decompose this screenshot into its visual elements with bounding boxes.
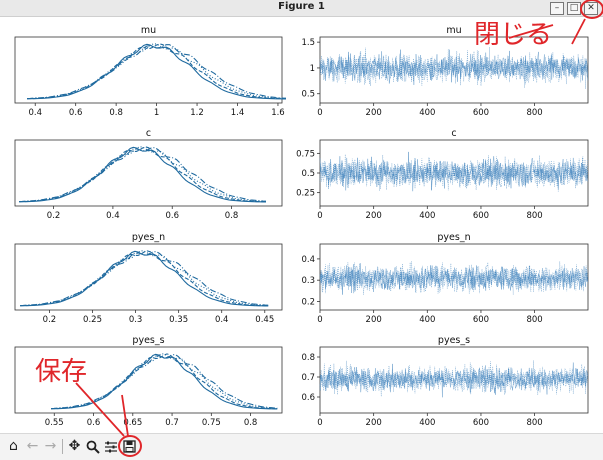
plot-3-density-xtick-label: 0.4 — [106, 211, 120, 221]
plot-3-density-xtick-label: 0.2 — [47, 211, 61, 221]
plot-3-density-chain-1 — [19, 146, 266, 203]
plot-6-trace-xtick-label: 600 — [473, 315, 489, 325]
plot-6-trace-ytick-label: 0.2 — [301, 297, 315, 307]
plot-1-density-axes-frame — [14, 36, 283, 104]
plot-2-trace-ytick-label: 0.5 — [301, 90, 315, 100]
plot-8-trace-chain-1 — [319, 362, 588, 398]
plot-4-trace-xtick-label: 200 — [366, 211, 382, 221]
plot-2-trace-xtick-label: 0 — [317, 108, 322, 118]
plot-6-trace-ytick-label: 0.4 — [301, 255, 315, 265]
plot-5-density-xtick-label: 0.3 — [129, 315, 143, 325]
plot-1-density-xtick-label: 0.8 — [109, 108, 123, 118]
plot-6-trace-xtick-label: 200 — [366, 315, 382, 325]
save-icon[interactable] — [121, 437, 138, 456]
plot-4-trace-xtick-label: 400 — [419, 211, 435, 221]
plot-3-density-chain-2 — [19, 146, 267, 203]
plot-5-density-xtick-label: 0.25 — [83, 315, 102, 325]
plot-5-density-chain-2 — [20, 250, 269, 307]
close-annotation: 閉じる — [474, 20, 553, 50]
plot-6-trace-xtick-label: 400 — [419, 315, 435, 325]
toolbar: ⌂ ← → ✥ — [0, 433, 603, 460]
plot-4-trace-ytick-label: 0.5 — [301, 169, 315, 179]
plot-7-density-title: pyes_s — [132, 335, 164, 346]
plot-2-trace-title: mu — [446, 25, 461, 36]
plot-7-density-xtick-label: 0.6 — [87, 418, 101, 428]
plot-3-density-xtick-label: 0.8 — [225, 211, 239, 221]
plot-7-density-xtick-label: 0.8 — [244, 418, 258, 428]
plot-1-density-chain-2 — [27, 43, 287, 100]
zoom-icon[interactable] — [84, 437, 101, 456]
plot-8-trace-ytick-label: 0.8 — [301, 353, 315, 363]
plot-7-density-xtick-label: 0.7 — [165, 418, 179, 428]
plot-5-density-chain-4 — [20, 251, 269, 307]
plot-1-density-xtick-label: 0.6 — [69, 108, 83, 118]
plot-8-trace-xtick-label: 600 — [473, 418, 489, 428]
plot-8-trace-ytick-label: 0.6 — [301, 393, 315, 403]
plot-2-trace-chain-1 — [319, 49, 588, 85]
plot-7-density-xtick-label: 0.65 — [123, 418, 142, 428]
plot-8-trace-ytick-label: 0.7 — [301, 373, 315, 383]
plot-1-density-xtick-label: 1.2 — [190, 108, 204, 118]
plot-8-trace-chain-4 — [319, 362, 588, 395]
plot-canvas: mu 0.4 0.6 0.8 1 1.2 1.4 1.6 mu 0 200 400 600 800 0.5 1… — [14, 25, 589, 428]
pan-icon[interactable]: ✥ — [68, 438, 81, 454]
back-arrow-icon[interactable]: ← — [26, 438, 39, 454]
subplots-config-icon[interactable] — [102, 437, 119, 456]
plot-1-density-chain-4 — [27, 44, 287, 100]
close-button[interactable]: ✕ — [584, 2, 598, 15]
plot-8-trace-xtick-label: 200 — [366, 418, 382, 428]
plot-7-density-xtick-label: 0.75 — [202, 418, 221, 428]
plot-5-density-xtick-label: 0.45 — [255, 315, 274, 325]
window-title: Figure 1 — [278, 1, 325, 12]
plot-7-density-xtick-label: 0.55 — [45, 418, 64, 428]
plot-8-trace-chain-2 — [319, 360, 588, 397]
title-bar[interactable]: Figure 1 – □ ✕ — [0, 0, 603, 17]
plot-3-density-title: c — [146, 128, 151, 139]
plot-8-trace-title: pyes_s — [438, 335, 470, 346]
plot-2-trace-ytick-label: 1.5 — [301, 38, 315, 48]
home-icon[interactable]: ⌂ — [9, 438, 18, 454]
plot-4-trace-chain-4 — [319, 155, 588, 190]
plot-1-density-xtick-label: 1.6 — [271, 108, 285, 118]
plot-6-trace-ytick-label: 0.3 — [301, 276, 315, 286]
plot-8-trace-chain-3 — [319, 360, 588, 396]
plot-2-trace-ytick-label: 1 — [310, 64, 315, 74]
plot-1-density-xtick-label: 1.4 — [231, 108, 245, 118]
plot-4-trace-title: c — [451, 128, 456, 139]
save-annotation: 保存 — [35, 357, 88, 387]
plot-4-trace-xtick-label: 0 — [317, 211, 322, 221]
plot-6-trace-xtick-label: 0 — [317, 315, 322, 325]
plot-5-density-title: pyes_n — [132, 232, 165, 243]
plot-1-density-title: mu — [141, 25, 156, 36]
plot-2-trace-xtick-label: 400 — [419, 108, 435, 118]
plot-3-density-xtick-label: 0.6 — [165, 211, 179, 221]
plot-2-trace-xtick-label: 800 — [526, 108, 542, 118]
plot-1-density-xtick-label: 0.4 — [28, 108, 42, 118]
plot-2-trace-chain-3 — [319, 46, 588, 89]
plot-4-trace-ytick-label: 0.25 — [296, 189, 315, 199]
plot-6-trace-xtick-label: 800 — [526, 315, 542, 325]
plot-2-trace-xtick-label: 200 — [366, 108, 382, 118]
plot-1-density-xtick-label: 1 — [154, 108, 159, 118]
plot-4-trace-ytick-label: 0.75 — [296, 149, 315, 159]
plot-8-trace-xtick-label: 400 — [419, 418, 435, 428]
plot-2-trace-chain-2 — [319, 50, 588, 89]
plot-8-trace-xtick-label: 0 — [317, 418, 322, 428]
plot-6-trace-chain-4 — [319, 261, 588, 296]
forward-arrow-icon[interactable]: → — [44, 438, 57, 454]
plot-4-trace-xtick-label: 800 — [526, 211, 542, 221]
plot-5-density-xtick-label: 0.4 — [215, 315, 229, 325]
plot-2-trace-xtick-label: 600 — [473, 108, 489, 118]
maximize-button[interactable]: □ — [567, 2, 581, 15]
plot-5-density-xtick-label: 0.2 — [43, 315, 57, 325]
plot-8-trace-xtick-label: 800 — [526, 418, 542, 428]
plot-5-density-xtick-label: 0.35 — [169, 315, 188, 325]
minimize-button[interactable]: – — [550, 2, 564, 15]
toolbar-separator — [62, 439, 63, 454]
plot-4-trace-xtick-label: 600 — [473, 211, 489, 221]
plot-6-trace-title: pyes_n — [437, 232, 470, 243]
plot-3-density-chain-4 — [19, 147, 267, 203]
